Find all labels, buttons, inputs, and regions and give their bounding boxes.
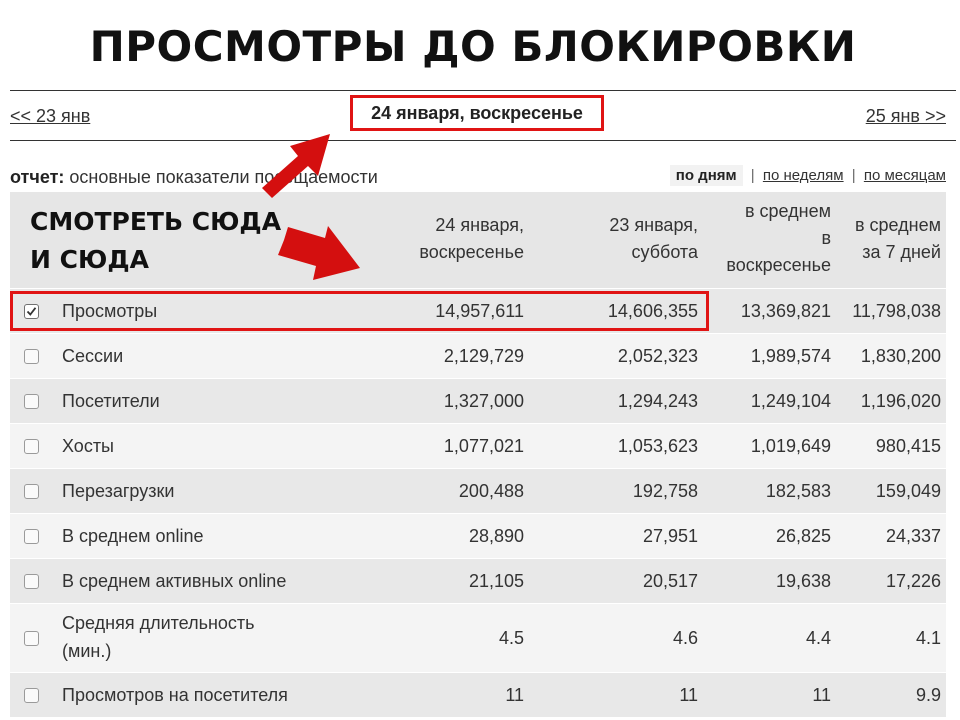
row-label: В среднем активных online [62,571,287,591]
col-header-avg-sunday: в среднем в воскресенье [726,201,831,275]
table-row: В среднем online 28,890 27,951 26,825 24,337 [10,513,946,558]
report-label: отчет: [10,167,65,187]
row-value: 14,957,611 [435,300,524,321]
table-row: Просмотров на посетителя 11 11 11 9.9 [10,672,946,717]
row-value: 1,077,021 [443,435,524,456]
row-value: 2,129,729 [443,345,524,366]
table-row: Просмотры 14,957,611 14,606,355 13,369,821 1… [10,288,946,333]
row-value: 1,989,574 [750,345,831,366]
row-label: Просмотров на посетителя [62,685,288,705]
row-value: 1,019,649 [750,435,831,456]
row-value: 27,951 [642,525,698,546]
table-row: Перезагрузки 200,488 192,758 182,583 159,049 [10,468,946,513]
stats-table: 24 января, воскресенье 23 января, суббота … [10,192,946,717]
row-checkbox[interactable] [24,630,39,646]
row-checkbox[interactable] [24,303,39,319]
row-value: 26,825 [775,525,831,546]
row-value: 1,294,243 [617,390,698,411]
nav-bottom-divider [10,140,956,141]
row-value: 4.4 [805,627,831,648]
arrow-to-date [262,134,330,198]
row-checkbox[interactable] [24,393,39,409]
row-value: 28,890 [468,525,524,546]
slide-title: ПРОСМОТРЫ ДО БЛОКИРОВКИ [89,22,857,71]
table-header: 24 января, воскресенье 23 января, суббота … [10,192,946,288]
period-days[interactable]: по дням [669,165,743,186]
row-value: 4.6 [672,627,698,648]
nav-top-divider [10,90,956,91]
row-label: Перезагрузки [62,481,175,501]
row-checkbox[interactable] [24,573,39,589]
table-row: Сессии 2,129,729 2,052,323 1,989,574 1,830,2… [10,333,946,378]
row-value: 182,583 [765,480,831,501]
row-value: 11 [812,684,831,705]
row-label: Хосты [62,436,114,456]
report-name: основные показатели посещаемости [69,167,378,187]
row-value: 14,606,355 [607,300,698,321]
row-value: 24,337 [885,525,941,546]
row-checkbox[interactable] [24,348,39,364]
highlight-box-views [10,291,709,331]
row-value: 11,798,038 [852,300,941,321]
period-weeks-link[interactable]: по неделям [762,167,844,184]
period-switcher: по дням | по неделям | по месяцам [669,165,946,186]
prev-day-link[interactable]: << 23 янв [10,106,91,126]
col-header-jan23: 23 января, суббота [609,215,698,262]
row-value: 1,053,623 [617,435,698,456]
row-value: 11 [505,684,524,705]
row-value: 13,369,821 [740,300,831,321]
row-label: Просмотры [62,301,158,321]
row-value: 11 [679,684,698,705]
row-label: В среднем online [62,526,204,546]
row-label: Сессии [62,346,124,366]
period-separator: | [750,167,755,184]
row-value: 21,105 [468,570,524,591]
row-value: 200,488 [458,480,524,501]
row-value: 1,327,000 [443,390,524,411]
col-header-avg-7days: в среднем за 7 дней [854,215,941,262]
table-row: В среднем активных online 21,105 20,517 19,… [10,558,946,603]
row-value: 1,249,104 [750,390,831,411]
row-value: 4.5 [498,627,524,648]
row-value: 19,638 [775,570,831,591]
row-value: 17,226 [885,570,941,591]
check-icon [26,306,37,316]
row-checkbox[interactable] [24,483,39,499]
current-date-label: 24 января, воскресенье [350,95,604,131]
col-header-jan24: 24 января, воскресенье [419,215,524,262]
annotation-text: СМОТРЕТЬ СЮДА И СЮДА [30,207,282,274]
row-checkbox[interactable] [24,438,39,454]
row-checkbox[interactable] [24,687,39,703]
table-row: Средняя длительность (мин.) 4.5 4.6 4.4 4.1 [10,603,946,672]
row-label: Средняя длительность (мин.) [62,613,255,661]
period-separator: | [851,167,856,184]
row-value: 192,758 [632,480,698,501]
row-value: 1,196,020 [860,390,941,411]
row-value: 2,052,323 [617,345,698,366]
row-value: 980,415 [875,435,941,456]
row-value: 9.9 [915,684,941,705]
row-value: 159,049 [875,480,941,501]
row-value: 1,830,200 [860,345,941,366]
table-row: Посетители 1,327,000 1,294,243 1,249,104 1,1… [10,378,946,423]
row-label: Посетители [62,391,160,411]
row-checkbox[interactable] [24,528,39,544]
next-day-link[interactable]: 25 янв >> [865,106,946,126]
table-body: Просмотры 14,957,611 14,606,355 13,369,821 1… [10,288,946,717]
period-months-link[interactable]: по месяцам [863,167,946,184]
row-value: 20,517 [642,570,698,591]
report-title: отчет: основные показатели посещаемости [10,167,378,188]
row-value: 4.1 [915,627,941,648]
table-row: Хосты 1,077,021 1,053,623 1,019,649 980,415 [10,423,946,468]
